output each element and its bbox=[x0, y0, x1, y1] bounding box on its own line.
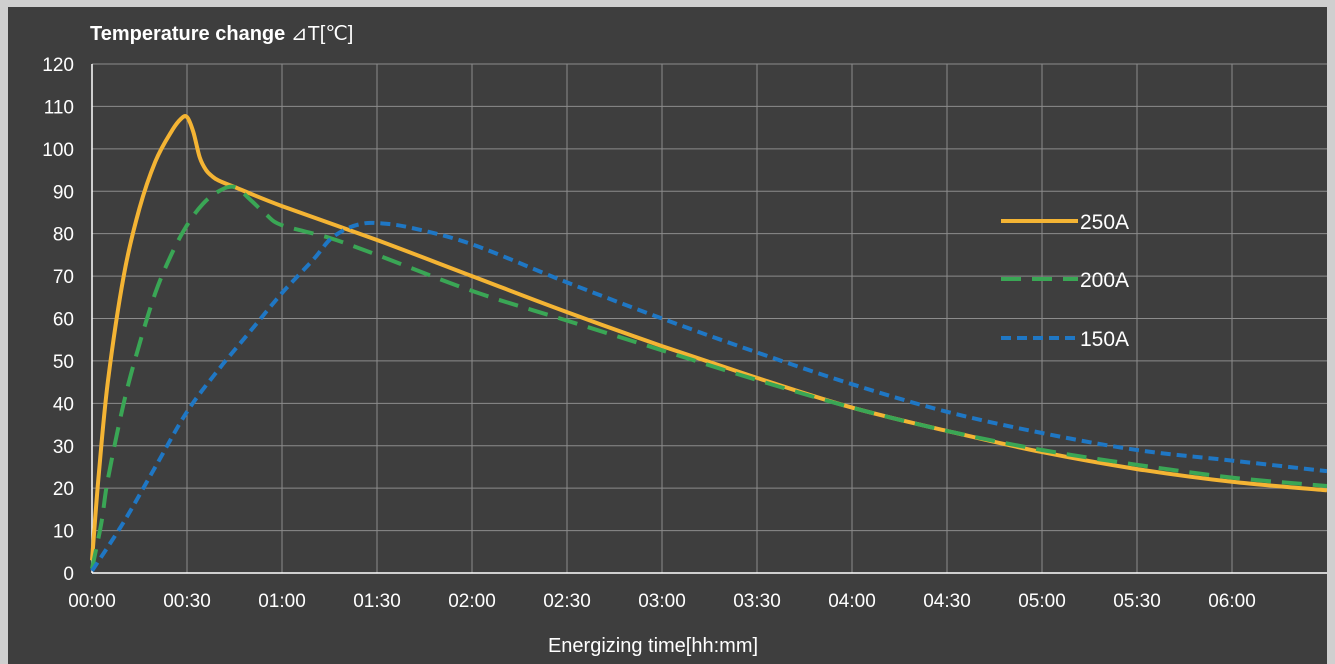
line-chart: 0 10 20 30 40 50 60 70 80 90 100 110 120 00:00 00:30 01… bbox=[42, 23, 1327, 657]
axes: 0 10 20 30 40 50 60 70 80 90 100 110 120 00:00 00:30 01… bbox=[42, 55, 1327, 612]
chart-title-unit: ⊿T[℃] bbox=[285, 23, 353, 45]
y-tick-label: 40 bbox=[53, 394, 74, 415]
y-tick-label: 20 bbox=[53, 479, 74, 500]
y-tick-label: 10 bbox=[53, 522, 74, 543]
chart-title: Temperature change ⊿T[℃] bbox=[90, 23, 353, 45]
x-tick-label: 00:00 bbox=[68, 591, 116, 612]
x-tick-label: 06:00 bbox=[1208, 591, 1256, 612]
x-axis-label: Energizing time[hh:mm] bbox=[548, 635, 758, 657]
legend: 250A 200A 150A bbox=[1001, 211, 1129, 351]
x-tick-label: 01:30 bbox=[353, 591, 401, 612]
legend-label-150a: 150A bbox=[1080, 328, 1129, 351]
y-tick-label: 110 bbox=[44, 97, 74, 118]
x-tick-label: 01:00 bbox=[258, 591, 306, 612]
series-lines bbox=[90, 114, 1327, 572]
y-tick-label: 60 bbox=[53, 310, 74, 331]
legend-label-250a: 250A bbox=[1080, 211, 1129, 234]
chart-panel: 0 10 20 30 40 50 60 70 80 90 100 110 120 00:00 00:30 01… bbox=[8, 7, 1327, 664]
y-tick-label: 70 bbox=[53, 267, 74, 288]
y-tick-label: 30 bbox=[53, 437, 74, 458]
x-tick-label: 04:00 bbox=[828, 591, 876, 612]
grid bbox=[92, 63, 1327, 573]
legend-label-200a: 200A bbox=[1080, 269, 1129, 292]
y-tick-label: 50 bbox=[53, 352, 74, 373]
y-tick-label: 120 bbox=[42, 55, 74, 76]
x-tick-label: 05:00 bbox=[1018, 591, 1066, 612]
x-tick-label: 04:30 bbox=[923, 591, 971, 612]
x-tick-label: 00:30 bbox=[163, 591, 211, 612]
x-tick-label: 02:30 bbox=[543, 591, 591, 612]
x-tick-label: 05:30 bbox=[1113, 591, 1161, 612]
y-tick-label: 90 bbox=[53, 182, 74, 203]
x-tick-label: 02:00 bbox=[448, 591, 496, 612]
y-tick-label: 100 bbox=[42, 140, 74, 161]
series-line-250a bbox=[90, 114, 1327, 561]
x-tick-label: 03:30 bbox=[733, 591, 781, 612]
x-tick-label: 03:00 bbox=[638, 591, 686, 612]
chart-title-bold: Temperature change bbox=[90, 23, 285, 45]
y-tick-label: 0 bbox=[63, 564, 74, 585]
series-line-150a bbox=[90, 220, 1327, 572]
series-line-200a bbox=[90, 184, 1327, 570]
y-tick-label: 80 bbox=[53, 225, 74, 246]
